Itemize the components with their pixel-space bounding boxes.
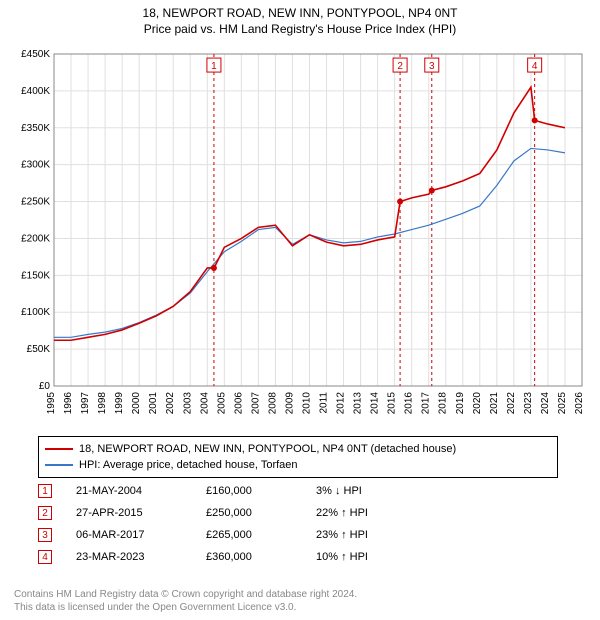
transaction-date: 27-APR-2015 [76,507,206,519]
svg-text:2008: 2008 [267,392,278,415]
transaction-date: 06-MAR-2017 [76,529,206,541]
transaction-marker: 4 [38,550,52,564]
svg-text:2015: 2015 [387,392,398,415]
svg-text:2016: 2016 [404,392,415,415]
transaction-diff: 22% ↑ HPI [316,507,426,519]
svg-text:£200K: £200K [21,233,50,244]
svg-text:2005: 2005 [216,392,227,415]
svg-text:1998: 1998 [97,392,108,415]
svg-text:2002: 2002 [165,392,176,415]
svg-text:2004: 2004 [199,392,210,415]
svg-text:2014: 2014 [370,392,381,415]
svg-text:1995: 1995 [46,392,57,415]
svg-text:2021: 2021 [489,392,500,415]
svg-text:£250K: £250K [21,197,50,208]
transactions-table: 1 21-MAY-2004£160,0003% ↓ HPI 2 27-APR-2015… [38,480,558,568]
svg-text:2022: 2022 [506,392,517,415]
svg-text:3: 3 [429,61,435,72]
transaction-price: £360,000 [206,551,316,563]
legend-swatch [45,448,73,450]
transaction-price: £160,000 [206,485,316,497]
title-block: 18, NEWPORT ROAD, NEW INN, PONTYPOOL, NP… [0,0,600,36]
svg-text:1999: 1999 [114,392,125,415]
transaction-date: 23-MAR-2023 [76,551,206,563]
legend-swatch [45,464,73,466]
svg-text:2023: 2023 [523,392,534,415]
transaction-row: 1 21-MAY-2004£160,0003% ↓ HPI [38,480,558,502]
transaction-row: 3 06-MAR-2017£265,00023% ↑ HPI [38,524,558,546]
svg-text:2018: 2018 [438,392,449,415]
transaction-diff: 10% ↑ HPI [316,551,426,563]
chart-area: £0 £50K £100K £150K £200K £250K £300K £350K £400… [10,46,590,426]
footer-line-2: This data is licensed under the Open Gov… [14,601,357,614]
transaction-marker: 2 [38,506,52,520]
svg-text:£0: £0 [39,381,51,392]
svg-text:2006: 2006 [233,392,244,415]
legend: 18, NEWPORT ROAD, NEW INN, PONTYPOOL, NP… [38,436,558,478]
footer: Contains HM Land Registry data © Crown c… [14,588,357,614]
svg-text:2009: 2009 [284,392,295,415]
transaction-price: £250,000 [206,507,316,519]
svg-text:2007: 2007 [250,392,261,415]
svg-text:£150K: £150K [21,270,50,281]
svg-text:2011: 2011 [319,392,330,414]
svg-text:2025: 2025 [557,392,568,415]
svg-text:£450K: £450K [21,49,50,60]
transaction-marker: 3 [38,528,52,542]
svg-text:2001: 2001 [148,392,159,415]
svg-text:2019: 2019 [455,392,466,415]
svg-text:2013: 2013 [353,392,364,415]
svg-text:1997: 1997 [80,392,91,415]
svg-text:1: 1 [211,61,217,72]
svg-text:2000: 2000 [131,392,142,415]
title-sub: Price paid vs. HM Land Registry's House … [0,22,600,36]
svg-text:2024: 2024 [540,392,551,415]
svg-text:2017: 2017 [421,392,432,415]
legend-row: 18, NEWPORT ROAD, NEW INN, PONTYPOOL, NP… [45,441,551,457]
transaction-price: £265,000 [206,529,316,541]
chart-container: 18, NEWPORT ROAD, NEW INN, PONTYPOOL, NP… [0,0,600,620]
svg-text:2010: 2010 [301,392,312,415]
svg-text:2003: 2003 [182,392,193,415]
svg-text:£400K: £400K [21,86,50,97]
svg-text:2012: 2012 [336,392,347,415]
legend-label: 18, NEWPORT ROAD, NEW INN, PONTYPOOL, NP… [79,443,456,455]
svg-text:2026: 2026 [574,392,585,415]
chart-svg: £0 £50K £100K £150K £200K £250K £300K £350K £400… [10,46,590,426]
title-main: 18, NEWPORT ROAD, NEW INN, PONTYPOOL, NP… [0,6,600,20]
legend-row: HPI: Average price, detached house, Torf… [45,457,551,473]
svg-text:4: 4 [532,61,538,72]
svg-text:2020: 2020 [472,392,483,415]
transaction-row: 2 27-APR-2015£250,00022% ↑ HPI [38,502,558,524]
svg-text:£350K: £350K [21,123,50,134]
transaction-date: 21-MAY-2004 [76,485,206,497]
svg-text:2: 2 [397,61,403,72]
svg-text:£50K: £50K [27,344,51,355]
transaction-diff: 3% ↓ HPI [316,485,426,497]
svg-text:£100K: £100K [21,307,50,318]
svg-text:£300K: £300K [21,160,50,171]
transaction-diff: 23% ↑ HPI [316,529,426,541]
legend-label: HPI: Average price, detached house, Torf… [79,459,298,471]
transaction-marker: 1 [38,484,52,498]
footer-line-1: Contains HM Land Registry data © Crown c… [14,588,357,601]
svg-text:1996: 1996 [63,392,74,415]
transaction-row: 4 23-MAR-2023£360,00010% ↑ HPI [38,546,558,568]
